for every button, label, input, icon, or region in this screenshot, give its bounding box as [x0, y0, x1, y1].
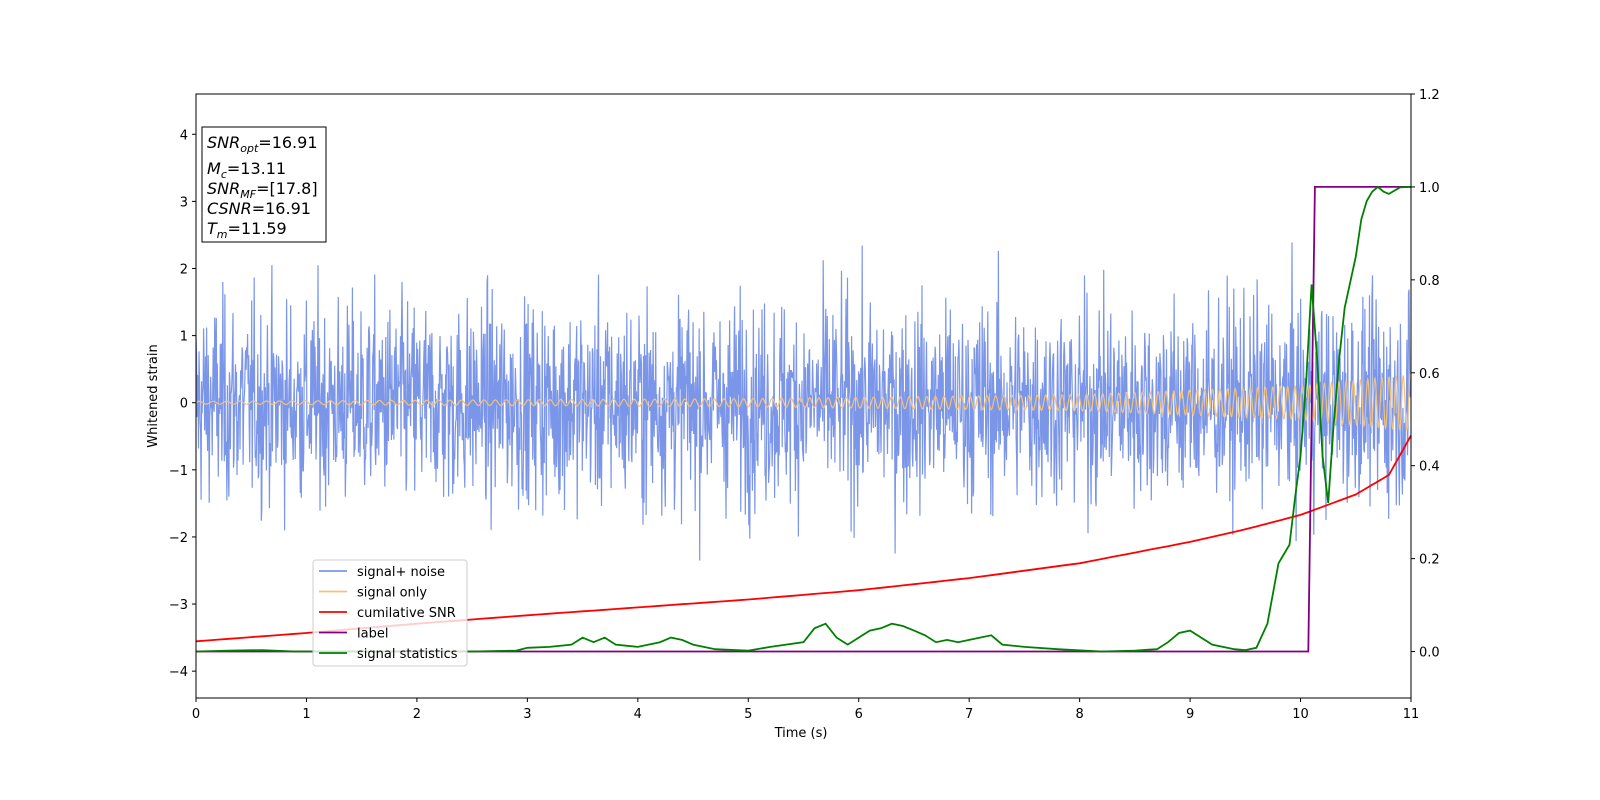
legend-label: label [357, 627, 388, 642]
legend-frame [312, 559, 468, 667]
y-axis-label: Whitened strain [146, 344, 161, 447]
y-right-tick-label: 0.0 [1419, 646, 1440, 661]
x-tick-label: 8 [1075, 707, 1083, 722]
x-tick-label: 7 [965, 707, 973, 722]
info-csnr: CSNR=16.91 [207, 199, 311, 218]
x-tick-label: 4 [634, 707, 642, 722]
legend: signal+ noise signal only cumilative SNR la… [312, 559, 468, 667]
info-snr-mf: SNRMF=[17.8] [207, 179, 318, 201]
series-signal-statistics [195, 185, 1412, 653]
series-signal-noise [195, 242, 1412, 561]
y-right-tick-label: 1.2 [1419, 88, 1440, 103]
legend-label: signal+ noise [357, 565, 445, 580]
x-tick-label: 5 [744, 707, 752, 722]
info-tm: Tm=11.59 [207, 219, 287, 241]
y-left-tick-label: −4 [169, 665, 188, 680]
info-box-frame [201, 126, 327, 243]
y-axis-right: 0.0 0.2 0.4 0.6 0.8 1.0 1.2 [1411, 88, 1440, 661]
axes-frame [195, 93, 1412, 699]
x-tick-label: 3 [523, 707, 531, 722]
series-signal-only [195, 372, 1412, 432]
x-tick-label: 10 [1292, 707, 1309, 722]
x-tick-label: 11 [1403, 707, 1420, 722]
legend-label: signal statistics [357, 647, 458, 662]
y-right-tick-label: 0.6 [1419, 367, 1440, 382]
x-tick-label: 9 [1186, 707, 1194, 722]
info-mc: Mc=13.11 [207, 159, 286, 181]
y-left-tick-label: −3 [169, 598, 188, 613]
legend-label: cumilative SNR [357, 606, 456, 621]
y-left-tick-label: 2 [180, 262, 188, 277]
x-tick-label: 1 [302, 707, 310, 722]
info-snr-opt: SNRopt=16.91 [207, 133, 318, 155]
y-axis-left: −4 −3 −2 −1 0 1 2 3 4 [169, 128, 196, 680]
y-right-tick-label: 1.0 [1419, 181, 1440, 196]
y-left-tick-label: −1 [169, 464, 188, 479]
y-right-tick-label: 0.2 [1419, 553, 1440, 568]
x-axis-label: Time (s) [774, 726, 828, 741]
y-right-tick-label: 0.8 [1419, 274, 1440, 289]
y-left-tick-label: 4 [180, 128, 188, 143]
series-label [196, 185, 1411, 653]
legend-label: signal only [357, 586, 427, 601]
x-tick-label: 6 [855, 707, 863, 722]
x-axis: 0 1 2 3 4 5 6 7 8 9 10 11 [192, 698, 1419, 722]
y-right-tick-label: 0.4 [1419, 460, 1440, 475]
x-tick-label: 0 [192, 707, 200, 722]
y-left-tick-label: 0 [180, 397, 188, 412]
x-tick-label: 2 [413, 707, 421, 722]
y-left-tick-label: 3 [180, 195, 188, 210]
y-left-tick-label: −2 [169, 531, 188, 546]
info-box: SNRopt=16.91 Mc=13.11 SNRMF=[17.8] CSNR=… [201, 126, 327, 243]
y-left-tick-label: 1 [180, 330, 188, 345]
